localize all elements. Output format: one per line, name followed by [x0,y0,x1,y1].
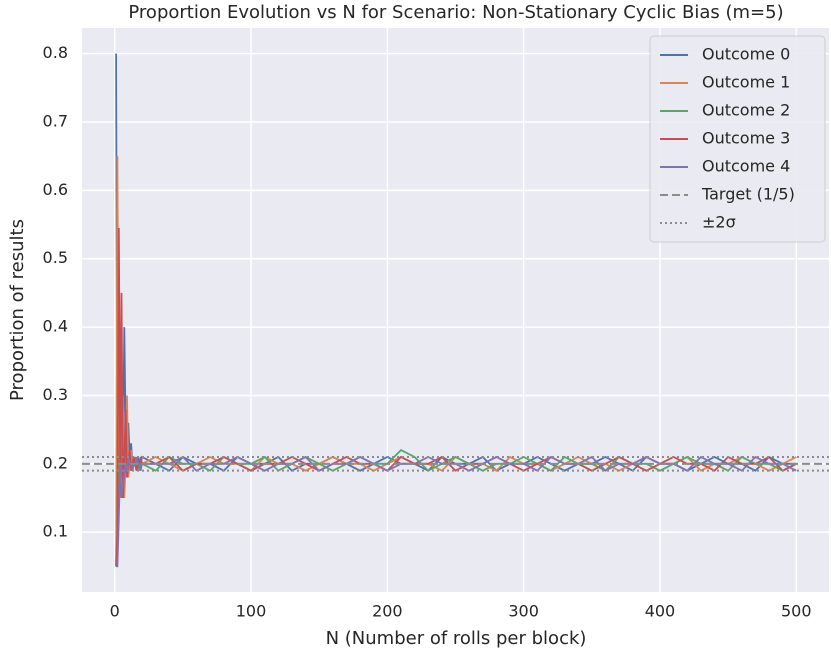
x-tick-label: 100 [236,602,267,621]
y-tick-label: 0.4 [43,317,68,336]
x-tick-label: 500 [781,602,812,621]
y-tick-label: 0.1 [43,522,68,541]
legend-label: Outcome 0 [702,45,790,64]
legend-label: Outcome 1 [702,73,790,92]
legend-label: Outcome 4 [702,157,790,176]
x-tick-label: 0 [110,602,120,621]
legend-label: ±2σ [702,213,736,232]
y-axis-label: Proportion of results [7,219,28,401]
x-tick-label: 300 [508,602,539,621]
y-tick-label: 0.6 [43,180,68,199]
x-tick-label: 400 [645,602,676,621]
x-axis-label: N (Number of rolls per block) [326,628,587,649]
legend-label: Outcome 2 [702,101,790,120]
legend-label: Outcome 3 [702,129,790,148]
y-tick-label: 0.8 [43,43,68,62]
y-tick-label: 0.7 [43,112,68,131]
legend-label: Target (1/5) [701,185,795,204]
x-tick-label: 200 [372,602,403,621]
y-tick-label: 0.3 [43,385,68,404]
y-tick-label: 0.5 [43,248,68,267]
chart-title: Proportion Evolution vs N for Scenario: … [128,2,783,23]
plot-lines [82,53,829,568]
legend-box [649,35,826,243]
y-tick-label: 0.2 [43,453,68,472]
